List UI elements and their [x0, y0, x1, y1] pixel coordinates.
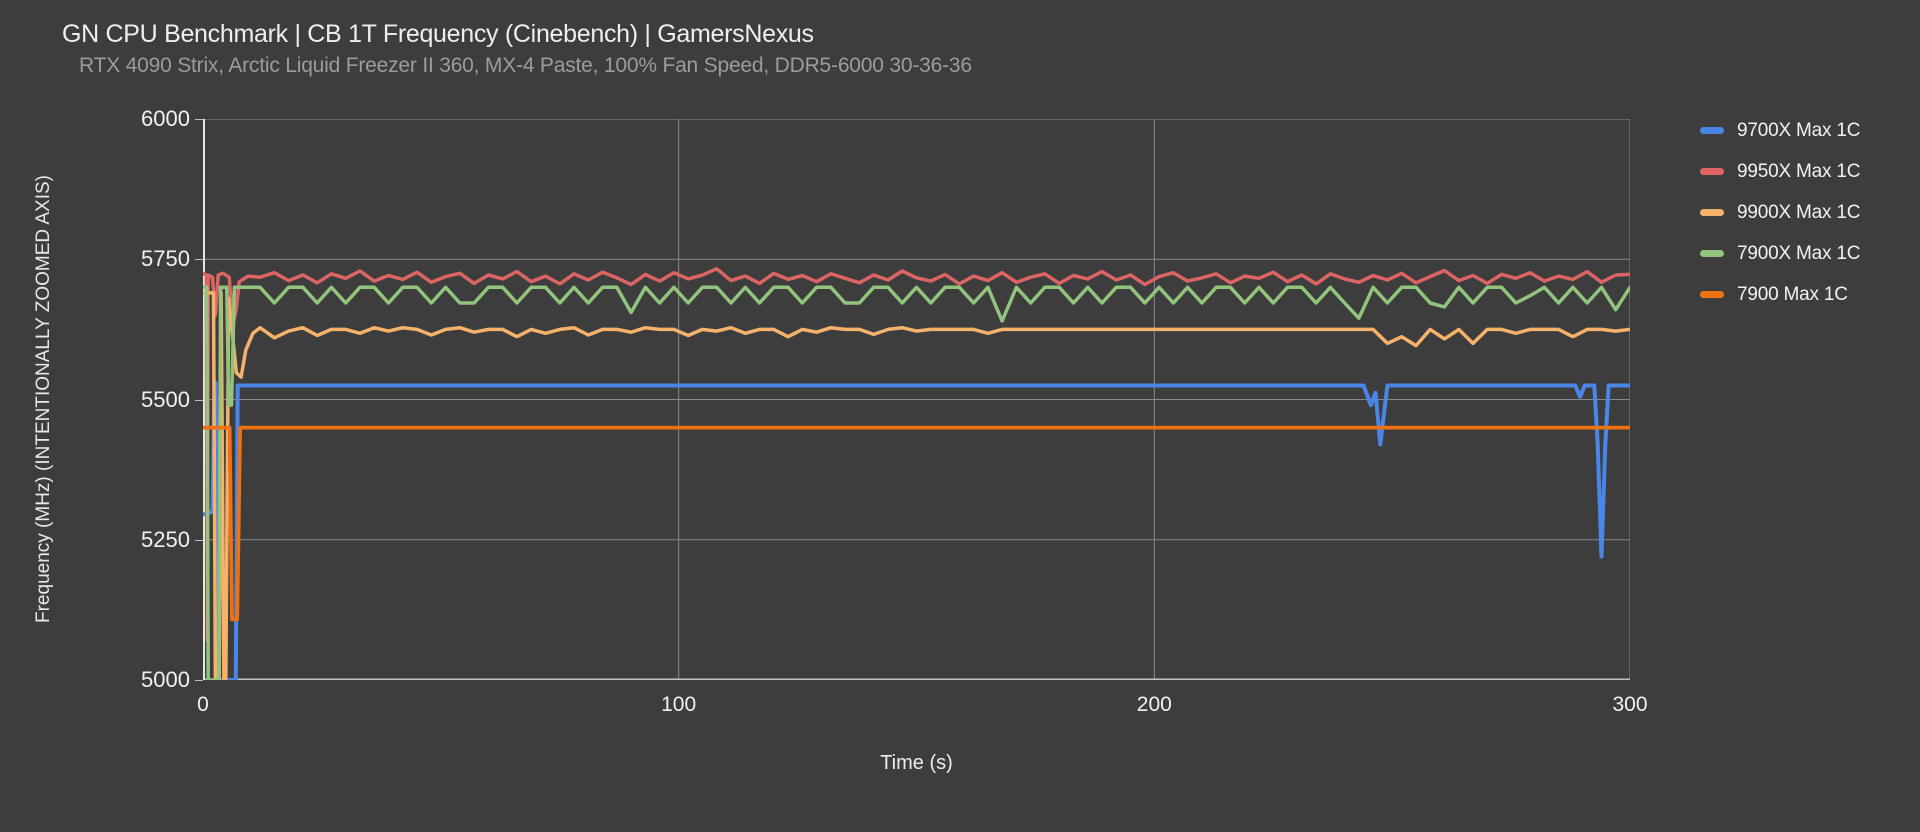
legend: 9700X Max 1C 9950X Max 1C 9900X Max 1C 7900…	[1700, 110, 1860, 315]
legend-swatch-icon	[1700, 250, 1724, 257]
y-tick-5500: 5500	[141, 386, 190, 412]
chart-subtitle: RTX 4090 Strix, Arctic Liquid Freezer II…	[79, 54, 972, 77]
x-tick-200: 200	[1136, 693, 1172, 716]
legend-swatch-icon	[1700, 127, 1724, 134]
series-line-9900x-max-1c	[203, 291, 1630, 680]
y-tick-6000: 6000	[141, 106, 190, 131]
legend-label: 9700X Max 1C	[1737, 119, 1861, 141]
series-line-7900x-max-1c	[203, 285, 1630, 680]
y-tick-5250: 5250	[141, 526, 190, 552]
legend-label: 9900X Max 1C	[1737, 201, 1861, 223]
legend-label: 9950X Max 1C	[1737, 160, 1861, 182]
y-tick-mark-5250	[195, 539, 203, 541]
y-tick-mark-6000	[195, 119, 203, 120]
legend-item-9950x-max-1c: 9950X Max 1C	[1700, 151, 1860, 192]
plot-area	[203, 119, 1630, 680]
legend-swatch-icon	[1700, 291, 1724, 298]
plot-svg	[203, 119, 1630, 680]
legend-item-9900x-max-1c: 9900X Max 1C	[1700, 192, 1860, 233]
x-tick-100: 100	[661, 693, 697, 716]
legend-swatch-icon	[1700, 168, 1724, 175]
x-axis-title: Time (s)	[880, 752, 953, 774]
y-tick-mark-5000	[195, 680, 203, 681]
x-tick-300: 300	[1612, 693, 1648, 716]
legend-label: 7900 Max 1C	[1737, 283, 1848, 305]
y-tick-mark-5750	[195, 259, 203, 261]
legend-item-9700x-max-1c: 9700X Max 1C	[1700, 110, 1860, 151]
legend-swatch-icon	[1700, 209, 1724, 216]
y-tick-5750: 5750	[141, 246, 190, 272]
legend-item-7900-max-1c: 7900 Max 1C	[1700, 274, 1860, 315]
legend-item-7900x-max-1c: 7900X Max 1C	[1700, 233, 1860, 274]
y-tick-mark-5500	[195, 399, 203, 401]
series-line-7900-max-1c	[203, 425, 1630, 622]
chart-title: GN CPU Benchmark | CB 1T Frequency (Cine…	[62, 20, 814, 48]
series-line-9700x-max-1c	[203, 380, 1630, 680]
y-tick-5000: 5000	[141, 667, 190, 692]
legend-label: 7900X Max 1C	[1737, 242, 1861, 264]
x-tick-0: 0	[197, 693, 209, 716]
series-line-9950x-max-1c	[203, 267, 1630, 643]
